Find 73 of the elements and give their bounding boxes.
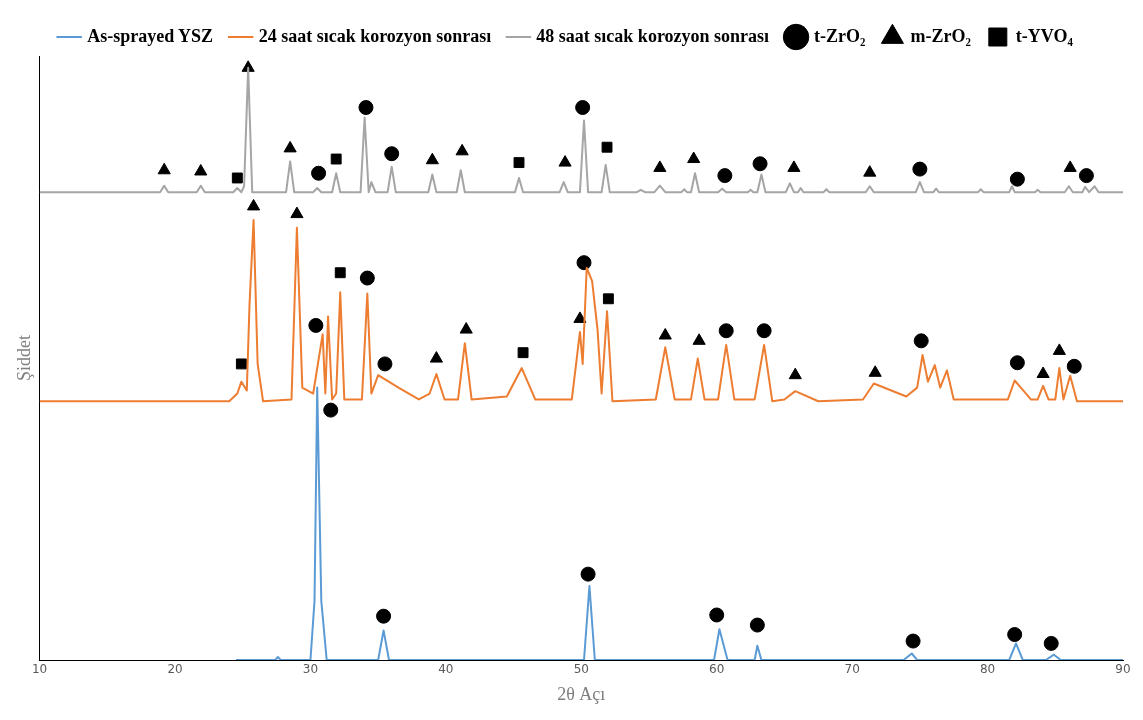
point	[1078, 168, 1094, 184]
point	[580, 566, 596, 582]
point	[576, 255, 592, 271]
point	[247, 198, 261, 211]
point	[718, 323, 734, 339]
x-tick-label: 50	[573, 662, 589, 677]
x-tick-label: 60	[709, 662, 725, 677]
point	[709, 607, 725, 623]
point	[1052, 343, 1066, 355]
point	[425, 152, 439, 165]
point	[283, 140, 297, 153]
x-tick-label: 80	[979, 662, 996, 677]
point	[311, 165, 327, 181]
point	[787, 160, 801, 172]
legend-label: t-ZrO₂	[814, 25, 866, 46]
point	[429, 351, 443, 363]
point	[749, 617, 765, 633]
legend-label: As-sprayed YSZ	[87, 25, 214, 46]
legend-label: 48 saat sıcak korozyon sonrası	[536, 25, 770, 46]
x-tick-label: 40	[438, 662, 454, 677]
point	[602, 293, 614, 305]
point	[1009, 171, 1025, 187]
point	[377, 356, 393, 372]
point	[653, 160, 667, 172]
x-tick-label: 20	[167, 662, 183, 677]
x-axis-title: 2θ Açı	[557, 683, 606, 704]
point	[756, 323, 772, 339]
point	[558, 155, 572, 167]
point	[323, 402, 339, 418]
y-axis-title: Şiddet	[13, 334, 34, 382]
point	[863, 165, 877, 177]
point	[1036, 366, 1050, 378]
point	[334, 267, 346, 279]
point	[573, 311, 587, 323]
point	[1043, 635, 1059, 651]
point	[157, 162, 171, 175]
point	[1066, 358, 1082, 374]
point	[455, 143, 469, 156]
point	[1063, 160, 1077, 172]
point	[384, 146, 400, 162]
x-tick-label: 70	[844, 662, 860, 677]
point	[752, 156, 768, 172]
point	[788, 367, 802, 380]
point	[913, 333, 929, 349]
point	[290, 206, 304, 219]
point	[235, 358, 247, 370]
point	[459, 322, 473, 334]
legend-label: 24 saat sıcak korozyon sonrası	[258, 25, 492, 46]
point	[868, 365, 882, 377]
point	[376, 608, 392, 624]
point	[330, 153, 342, 165]
point	[1009, 355, 1025, 371]
point	[359, 270, 375, 286]
x-tick-label: 30	[302, 662, 319, 677]
point	[912, 161, 928, 177]
point	[308, 317, 324, 333]
x-tick-label: 10	[31, 662, 48, 677]
point	[601, 141, 613, 153]
point	[658, 328, 672, 340]
point	[231, 172, 243, 184]
point	[194, 163, 208, 176]
point	[905, 633, 921, 649]
point	[513, 157, 525, 169]
point	[358, 100, 374, 116]
point	[1007, 627, 1023, 643]
legend-label: m-ZrO₂	[910, 25, 971, 46]
legend-label: t-YVO₄	[1015, 25, 1074, 46]
point	[717, 168, 733, 184]
point	[517, 347, 529, 359]
x-tick-label: 90	[1115, 662, 1131, 677]
point	[575, 100, 591, 116]
point	[692, 333, 706, 345]
point	[687, 151, 701, 164]
